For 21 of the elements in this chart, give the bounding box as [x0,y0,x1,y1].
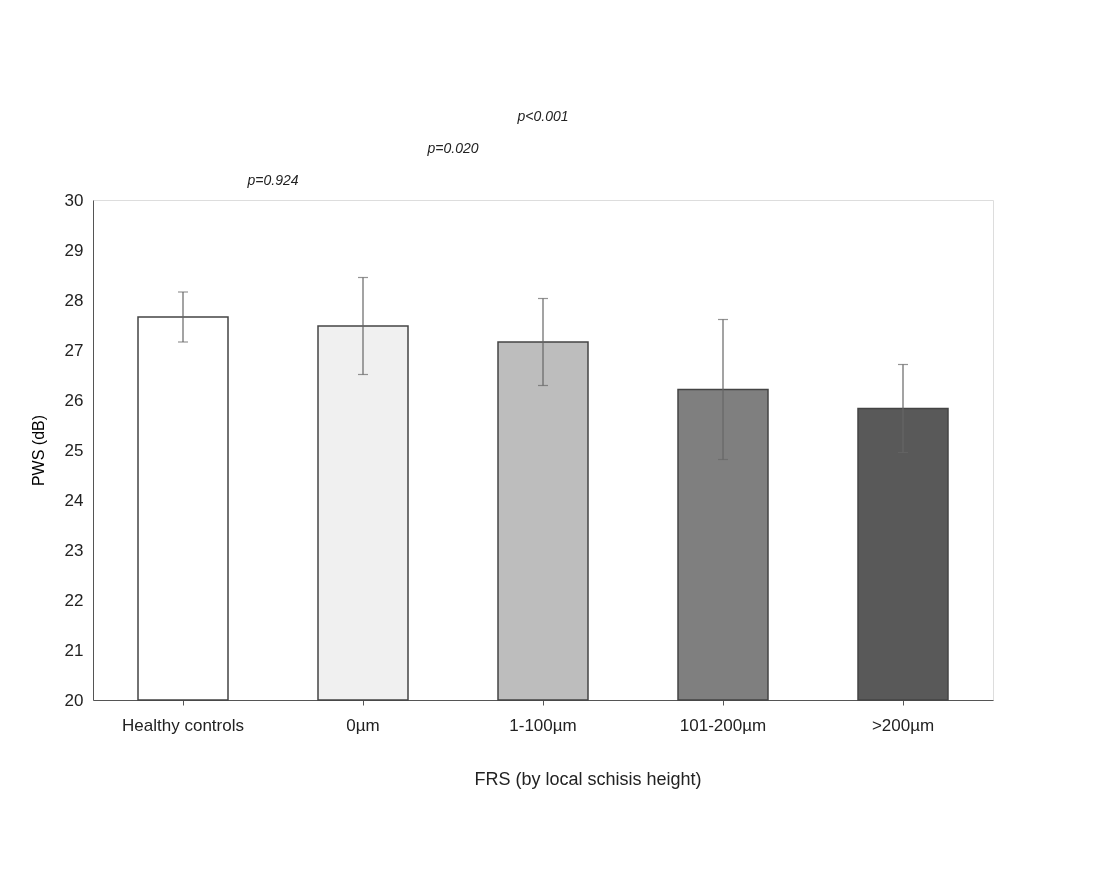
y-tick-label: 27 [64,340,84,360]
y-tick-label: 25 [64,440,84,460]
y-tick-label: 28 [64,290,84,310]
y-tick-label: 23 [64,540,84,560]
y-tick-label: 29 [64,240,84,260]
y-tick-label: 20 [64,690,84,710]
x-tick-label: 101-200µm [679,715,767,735]
y-tick-label: 30 [64,190,84,210]
y-tick-label: 22 [64,590,84,610]
y-axis-title: PWS (dB) [29,414,47,487]
x-tick-label: Healthy controls [122,715,244,735]
x-axis-title: FRS (by local schisis height) [474,769,702,789]
text: p=0.020 [426,140,479,156]
y-tick-label: 24 [64,490,84,510]
y-tick-label: 26 [64,390,84,410]
x-tick-label: 0µm [346,715,380,735]
x-tick-label: >200µm [871,715,935,735]
y-tick-label: 21 [64,640,84,660]
text: p=0.924 [246,172,299,188]
text: p<0.001 [516,108,569,124]
x-tick-label: 1-100µm [509,715,577,735]
